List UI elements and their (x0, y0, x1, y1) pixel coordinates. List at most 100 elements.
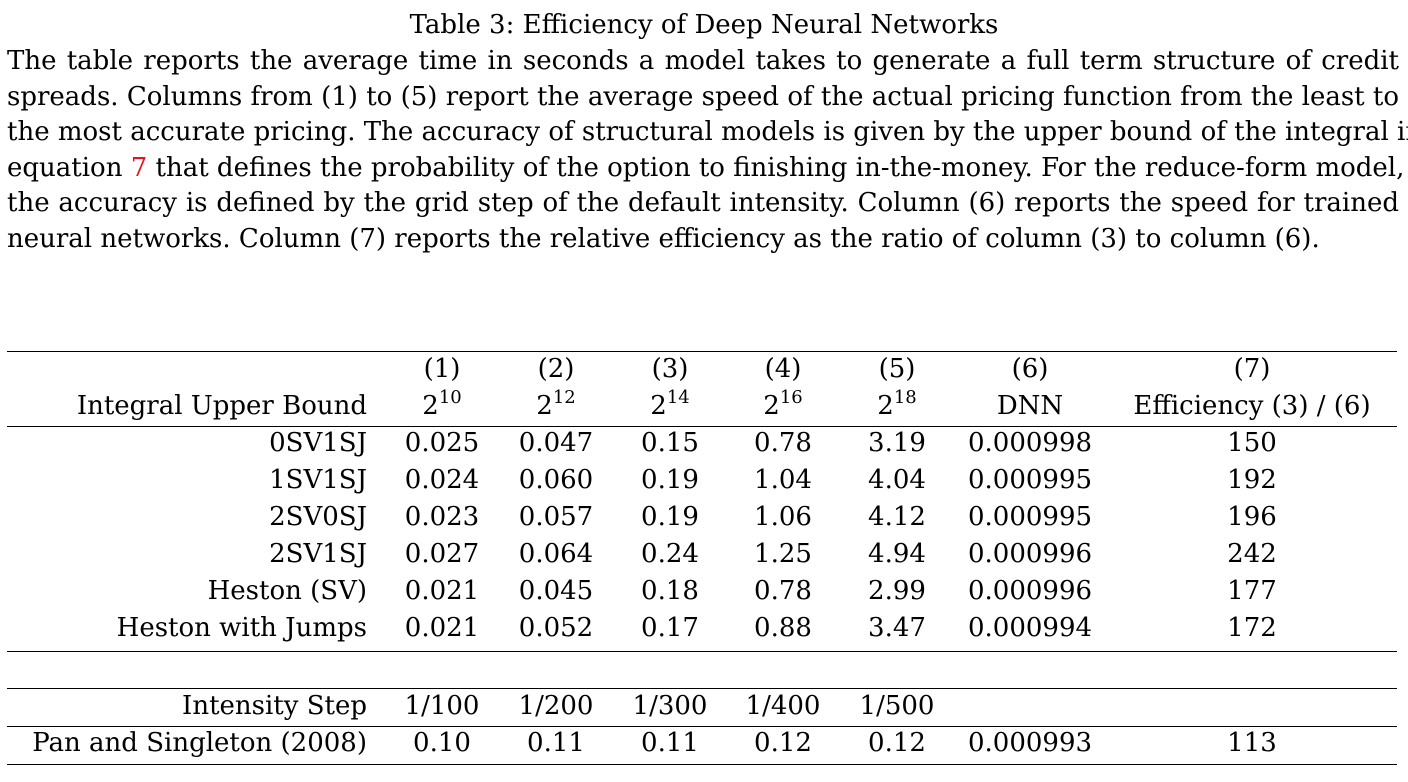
table-cell: 242 (1227, 539, 1277, 569)
table-cell: 1.04 (754, 465, 812, 495)
table-cell: 177 (1227, 576, 1277, 606)
table-cell: 192 (1227, 465, 1277, 495)
table-cell: 0.12 (868, 728, 926, 758)
table-cell: 1/300 (632, 691, 708, 721)
row-label: Intensity Step (182, 691, 367, 721)
table-cell: 0.78 (754, 428, 812, 458)
caption-text: equation (7, 152, 131, 183)
caption-line: the most accurate pricing. The accuracy … (7, 117, 1408, 147)
table-row: 0SV1SJ 0.025 0.047 0.15 0.78 3.19 0.0009… (0, 425, 1408, 462)
power-base: 2 (536, 391, 553, 421)
column-header-power: 218 (877, 388, 916, 425)
table-cell: 1/500 (859, 691, 935, 721)
column-number: (7) (1233, 354, 1271, 384)
caption-line: spreads. Columns from (1) to (5) report … (7, 81, 1399, 112)
table-cell: 0.000996 (967, 539, 1093, 569)
equation-reference-link[interactable]: 7 (130, 152, 148, 183)
column-header-power: 214 (650, 388, 689, 425)
power-exponent: 10 (438, 387, 462, 408)
table-cell: 0.064 (518, 539, 594, 569)
table-cell: 0.000995 (967, 465, 1093, 495)
table-cell: 0.021 (404, 613, 480, 643)
section-rule (7, 726, 1397, 727)
column-header-power: 212 (536, 388, 575, 425)
section-rule (7, 651, 1397, 652)
table-cell: 150 (1227, 428, 1277, 458)
table-cell: 1/100 (404, 691, 480, 721)
table-cell: 0.15 (641, 428, 699, 458)
table-cell: 196 (1227, 502, 1277, 532)
table-cell: 0.78 (754, 576, 812, 606)
column-number: (5) (878, 354, 916, 384)
section-rule (7, 688, 1397, 689)
table-cell: 3.19 (868, 428, 926, 458)
column-number: (1) (423, 354, 461, 384)
table-cell: 0.17 (641, 613, 699, 643)
column-header-efficiency: Efficiency (3) / (6) (1133, 391, 1371, 421)
row-label: 0SV1SJ (269, 428, 367, 458)
power-base: 2 (763, 391, 780, 421)
table-cell: 0.88 (754, 613, 812, 643)
table-cell: 0.023 (404, 502, 480, 532)
table-cell: 0.052 (518, 613, 594, 643)
caption-line: equation 7 that defines the probability … (7, 151, 1404, 187)
table-cell: 0.000994 (967, 613, 1093, 643)
table-row: 1SV1SJ 0.024 0.060 0.19 1.04 4.04 0.0009… (0, 462, 1408, 499)
table-cell: 0.19 (641, 502, 699, 532)
column-number-row: (1) (2) (3) (4) (5) (6) (7) (0, 351, 1408, 388)
table-cell: 0.19 (641, 465, 699, 495)
row-label: Pan and Singleton (2008) (32, 728, 367, 758)
table-cell: 0.000993 (967, 728, 1093, 758)
table-cell: 4.94 (868, 539, 926, 569)
caption-line: neural networks. Column (7) reports the … (7, 223, 1320, 254)
column-number: (4) (764, 354, 802, 384)
table-caption-description: The table reports the average time in se… (7, 44, 1408, 257)
column-number: (3) (651, 354, 689, 384)
table-cell: 3.47 (868, 613, 926, 643)
table-row: 2SV1SJ 0.027 0.064 0.24 1.25 4.94 0.0009… (0, 536, 1408, 573)
row-label: 2SV1SJ (269, 539, 367, 569)
table-top-rule (7, 351, 1397, 352)
caption-text: that defines the probability of the opti… (147, 152, 1405, 183)
table-cell: 0.24 (641, 539, 699, 569)
table-cell: 0.000998 (967, 428, 1093, 458)
table-cell: 0.057 (518, 502, 594, 532)
row-label: Heston with Jumps (116, 613, 367, 643)
caption-line: The table reports the average time in se… (7, 46, 1399, 76)
column-number: (2) (537, 354, 575, 384)
column-header-dnn: DNN (996, 391, 1064, 421)
table-cell: 0.024 (404, 465, 480, 495)
power-exponent: 16 (779, 387, 803, 408)
intensity-step-row: Intensity Step 1/100 1/200 1/300 1/400 1… (0, 688, 1408, 725)
power-exponent: 14 (666, 387, 690, 408)
table-cell: 0.000995 (967, 502, 1093, 532)
table-cell: 113 (1227, 728, 1277, 758)
table-cell: 4.12 (868, 502, 926, 532)
caption-line: the accuracy is defined by the grid step… (7, 188, 1399, 218)
table-header-rule (7, 426, 1397, 427)
table-caption-title: Table 3: Efficiency of Deep Neural Netwo… (409, 10, 999, 40)
row-label: 2SV0SJ (269, 502, 367, 532)
table-row: Pan and Singleton (2008) 0.10 0.11 0.11 … (0, 725, 1408, 762)
table-cell: 4.04 (868, 465, 926, 495)
table-cell: 0.047 (518, 428, 594, 458)
table-row: Heston (SV) 0.021 0.045 0.18 0.78 2.99 0… (0, 573, 1408, 610)
table-cell: 0.060 (518, 465, 594, 495)
table-row: 2SV0SJ 0.023 0.057 0.19 1.06 4.12 0.0009… (0, 499, 1408, 536)
table-cell: 0.000996 (967, 576, 1093, 606)
table-cell: 0.12 (754, 728, 812, 758)
table-cell: 2.99 (868, 576, 926, 606)
table-cell: 1.25 (754, 539, 812, 569)
column-number: (6) (1011, 354, 1049, 384)
table-cell: 0.027 (404, 539, 480, 569)
table-cell: 0.11 (641, 728, 699, 758)
table-cell: 0.025 (404, 428, 480, 458)
table-cell: 172 (1227, 613, 1277, 643)
table-bottom-rule (7, 764, 1397, 765)
column-header-power: 216 (763, 388, 802, 425)
table-cell: 1/200 (518, 691, 594, 721)
row-label: 1SV1SJ (269, 465, 367, 495)
table-cell: 1/400 (745, 691, 821, 721)
power-exponent: 18 (893, 387, 917, 408)
table-cell: 0.021 (404, 576, 480, 606)
